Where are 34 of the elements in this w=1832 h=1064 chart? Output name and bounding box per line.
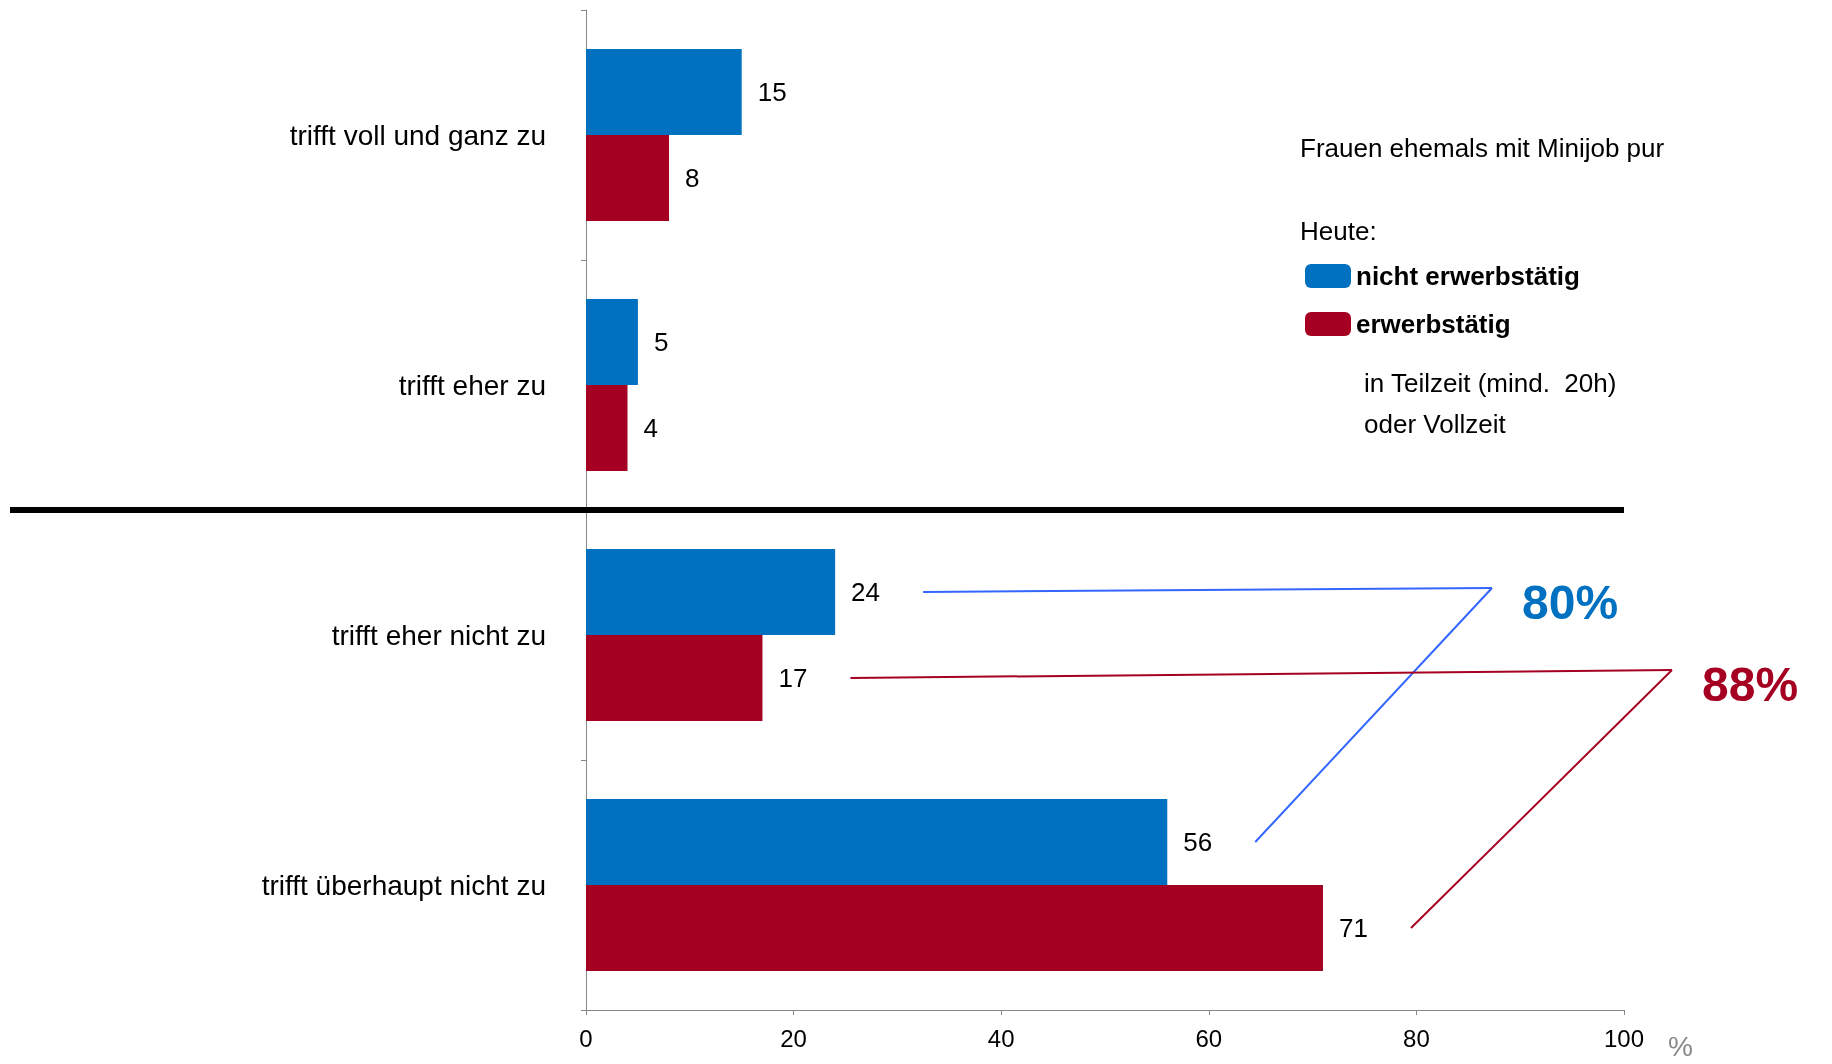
y-tick-label: trifft überhaupt nicht zu — [261, 869, 546, 901]
y-tick-label: trifft voll und ganz zu — [289, 119, 546, 151]
data-label: 17 — [778, 663, 808, 693]
legend-label: nicht erwerbstätig — [1356, 261, 1580, 291]
bar — [586, 885, 1323, 971]
bar — [586, 299, 638, 385]
x-tick-label: 100 — [1603, 1024, 1645, 1052]
x-tick-label: 60 — [1195, 1024, 1223, 1052]
bar — [586, 549, 836, 635]
data-label: 56 — [1183, 827, 1213, 857]
bar — [586, 49, 742, 135]
legend-label: erwerbstätig — [1356, 309, 1511, 339]
x-tick-label: 0 — [579, 1024, 593, 1052]
annotation: 80% — [1522, 575, 1619, 629]
data-label: 4 — [643, 413, 658, 443]
x-tick-label: 40 — [987, 1024, 1015, 1052]
text: 88% — [1702, 657, 1799, 711]
data-label: 5 — [653, 327, 669, 357]
bar — [586, 135, 670, 221]
y-tick-label: trifft eher nicht zu — [331, 619, 546, 651]
data-label: 24 — [851, 577, 881, 607]
x-tick-label: 80 — [1403, 1024, 1430, 1052]
annotation: in Teilzeit (mind. 20h) oder Vollzeit — [1364, 367, 1617, 439]
bar — [586, 385, 628, 471]
text: Frauen ehemals mit Minijob pur — [1300, 133, 1665, 163]
y-tick-label: trifft eher zu — [398, 369, 546, 401]
bar — [586, 799, 1168, 885]
data-label: 15 — [757, 77, 787, 107]
data-label: 71 — [1338, 913, 1368, 943]
x-axis-title: % — [1668, 1030, 1693, 1062]
bar — [586, 635, 763, 721]
legend-title: Heute: — [1300, 216, 1377, 246]
data-label: 8 — [685, 163, 700, 193]
x-tick-label: 20 — [780, 1024, 807, 1052]
